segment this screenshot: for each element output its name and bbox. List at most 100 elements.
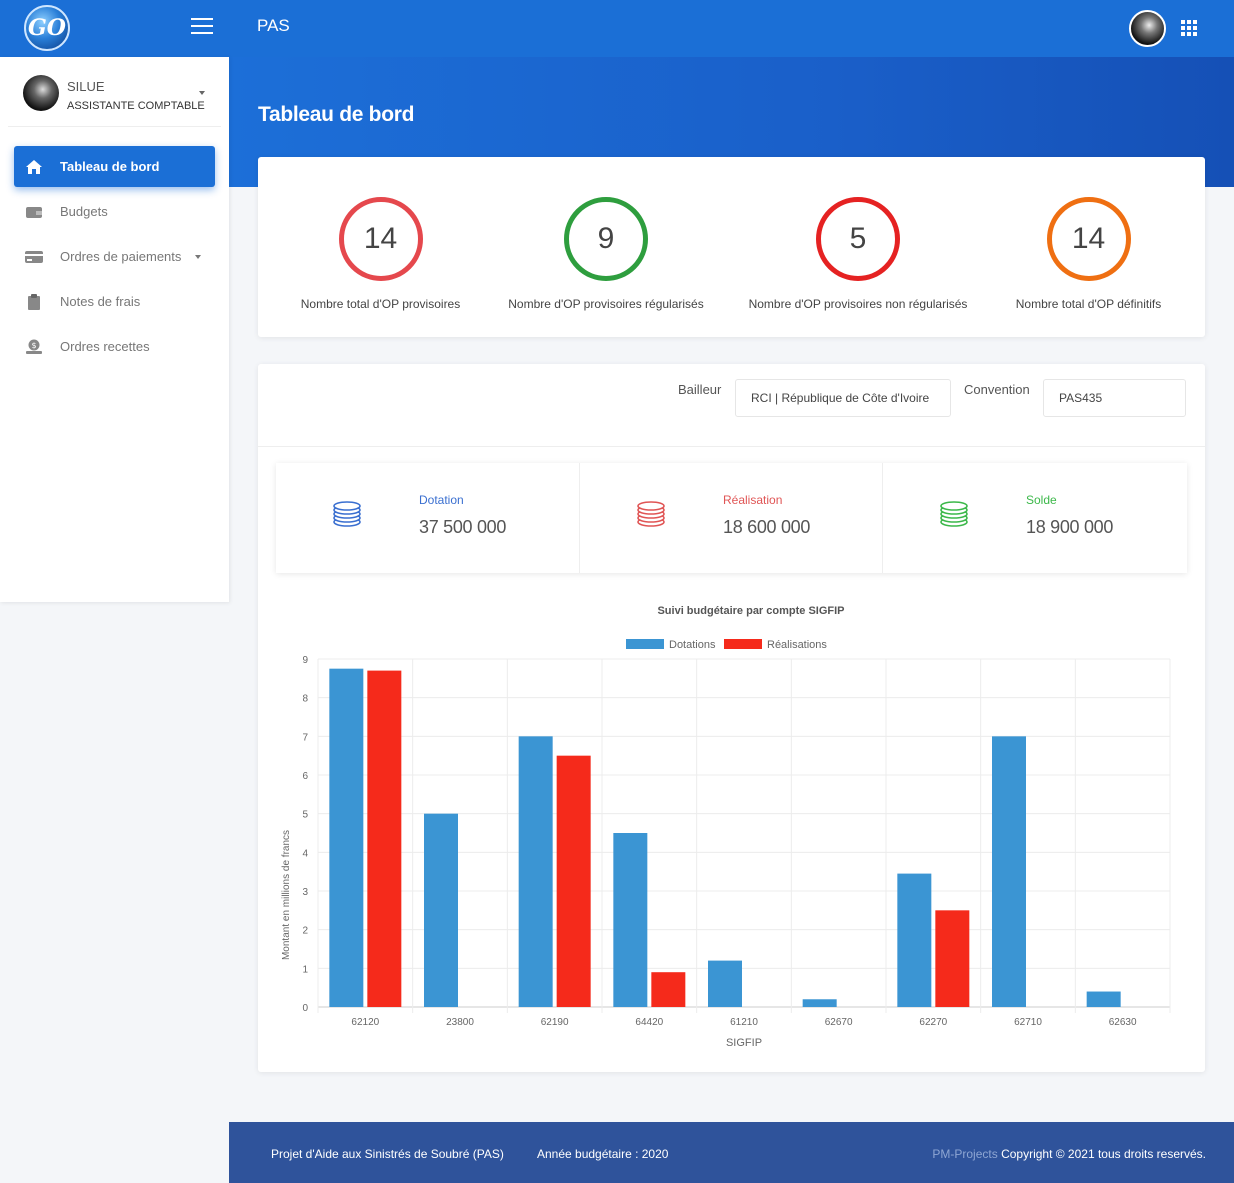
summary-dotation: Dotation 37 500 000 xyxy=(276,463,579,573)
bar-dotations-62120 xyxy=(329,668,364,1007)
legend-label: Réalisations xyxy=(767,639,827,651)
coins-icon xyxy=(940,501,968,527)
stat-ring: 14 xyxy=(338,197,423,281)
chevron-down-icon[interactable] xyxy=(199,91,205,95)
y-tick-label: 0 xyxy=(302,1003,308,1014)
wallet-icon xyxy=(25,204,43,220)
sidebar-item-label: Notes de frais xyxy=(60,294,141,309)
app-logo[interactable]: GO xyxy=(24,5,70,51)
bar-réalisations-64420 xyxy=(651,972,686,1007)
coins-icon xyxy=(637,501,665,527)
legend-swatch xyxy=(724,639,762,649)
footer-brand-link[interactable]: PM-Projects xyxy=(932,1147,998,1161)
x-tick-label: 62710 xyxy=(1014,1017,1042,1028)
stat-op-provisoires: 14 Nombre total d'OP provisoires xyxy=(298,197,463,311)
bar-chart: Suivi budgétaire par compte SIGFIP Dotati… xyxy=(281,605,1171,1049)
stat-label: Nombre total d'OP provisoires xyxy=(300,297,461,311)
footer-copyright: Copyright © 2021 tous droits reservés. xyxy=(1001,1147,1206,1161)
page-title: Tableau de bord xyxy=(258,103,415,126)
summary-realisation: Réalisation 18 600 000 xyxy=(579,463,882,573)
footer-copyright-block: PM-Projects Copyright © 2021 tous droits… xyxy=(932,1147,1206,1161)
footer-project: Projet d'Aide aux Sinistrés de Soubré (P… xyxy=(271,1147,504,1161)
summary-label: Réalisation xyxy=(723,493,783,507)
bar-réalisations-62190 xyxy=(556,755,591,1007)
clipboard-icon xyxy=(25,293,43,310)
bar-réalisations-62120 xyxy=(367,670,402,1007)
summary-solde: Solde 18 900 000 xyxy=(882,463,1185,573)
bar-dotations-62670 xyxy=(802,999,837,1007)
budget-card: Bailleur RCI | République de Côte d'Ivoi… xyxy=(258,364,1205,1072)
user-avatar-icon[interactable] xyxy=(1129,10,1166,47)
sidebar-item-ordres-de-paiements[interactable]: Ordres de paiements xyxy=(14,236,215,277)
y-tick-label: 3 xyxy=(302,887,308,898)
sidebar-item-notes-de-frais[interactable]: Notes de frais xyxy=(14,281,215,322)
y-tick-label: 9 xyxy=(302,655,308,666)
x-axis-label: SIGFIP xyxy=(726,1037,762,1049)
menu-toggle-icon[interactable] xyxy=(191,18,213,36)
stat-label: Nombre total d'OP définitifs xyxy=(1015,297,1162,311)
bar-dotations-23800 xyxy=(424,813,458,1007)
sidebar-item-tableau-de-bord[interactable]: Tableau de bord xyxy=(14,146,215,187)
y-tick-label: 8 xyxy=(302,694,308,705)
sidebar-item-label: Budgets xyxy=(60,204,108,219)
user-panel[interactable]: SILUE ASSISTANTE COMPTABLE xyxy=(8,67,221,127)
divider xyxy=(258,446,1205,447)
stat-label: Nombre d'OP provisoires non régularisés xyxy=(748,297,968,311)
credit-card-icon xyxy=(25,249,43,265)
bar-dotations-61210 xyxy=(708,960,742,1007)
stat-ring: 5 xyxy=(816,197,900,281)
budget-chart: Suivi budgétaire par compte SIGFIP Dotati… xyxy=(258,599,1205,1059)
y-tick-label: 5 xyxy=(302,810,308,821)
sidebar: SILUE ASSISTANTE COMPTABLE Tableau de bo… xyxy=(0,57,229,602)
x-tick-label: 64420 xyxy=(635,1017,663,1028)
summary-value: 18 900 000 xyxy=(1026,517,1114,537)
x-tick-label: 62190 xyxy=(541,1017,569,1028)
stat-op-definitifs: 14 Nombre total d'OP définitifs xyxy=(1006,197,1171,311)
sidebar-item-budgets[interactable]: Budgets xyxy=(14,191,215,232)
stat-ring: 9 xyxy=(564,197,648,281)
footer-year: Année budgétaire : 2020 xyxy=(537,1147,669,1161)
sidebar-item-ordres-recettes[interactable]: $ Ordres recettes xyxy=(14,326,215,367)
summary-label: Dotation xyxy=(419,493,464,507)
chart-title: Suivi budgétaire par compte SIGFIP xyxy=(657,605,844,617)
top-bar: GO PAS xyxy=(0,0,1234,57)
convention-select[interactable]: PAS435 xyxy=(1043,379,1186,417)
stat-ring: 14 xyxy=(1046,197,1131,281)
y-tick-label: 7 xyxy=(302,732,308,743)
legend-swatch xyxy=(626,639,664,649)
user-name: SILUE xyxy=(67,79,105,94)
coins-icon xyxy=(333,501,361,527)
bailleur-select[interactable]: RCI | République de Côte d'Ivoire xyxy=(735,379,951,417)
app-title: PAS xyxy=(257,16,290,35)
x-tick-label: 61210 xyxy=(730,1017,758,1028)
stat-op-regularises: 9 Nombre d'OP provisoires régularisés xyxy=(506,197,706,311)
x-tick-label: 62670 xyxy=(825,1017,853,1028)
stats-card: 14 Nombre total d'OP provisoires 9 Nombr… xyxy=(258,157,1205,337)
bar-dotations-62710 xyxy=(992,736,1026,1007)
x-tick-label: 62120 xyxy=(351,1017,379,1028)
home-icon xyxy=(25,159,43,175)
summary-value: 37 500 000 xyxy=(419,517,507,537)
legend-label: Dotations xyxy=(669,639,716,651)
apps-grid-icon[interactable] xyxy=(1181,20,1197,36)
y-tick-label: 4 xyxy=(302,848,308,859)
svg-text:$: $ xyxy=(31,341,36,350)
user-role: ASSISTANTE COMPTABLE xyxy=(67,100,205,112)
x-tick-label: 23800 xyxy=(446,1017,474,1028)
bar-dotations-62190 xyxy=(518,736,553,1007)
bar-dotations-64420 xyxy=(613,833,648,1007)
bar-réalisations-62270 xyxy=(935,910,970,1007)
bar-dotations-62630 xyxy=(1086,991,1121,1007)
sidebar-item-label: Tableau de bord xyxy=(60,159,160,174)
avatar xyxy=(23,75,59,111)
bailleur-label: Bailleur xyxy=(678,382,722,397)
stat-op-non-regularises: 5 Nombre d'OP provisoires non régularisé… xyxy=(748,197,968,311)
summary-value: 18 600 000 xyxy=(723,517,811,537)
stat-label: Nombre d'OP provisoires régularisés xyxy=(508,297,704,311)
y-axis-label: Montant en millions de francs xyxy=(281,830,292,960)
money-hand-icon: $ xyxy=(25,339,43,355)
summary-label: Solde xyxy=(1026,493,1057,507)
convention-label: Convention xyxy=(964,382,1030,397)
sidebar-item-label: Ordres de paiements xyxy=(60,249,182,264)
footer: Projet d'Aide aux Sinistrés de Soubré (P… xyxy=(229,1122,1234,1183)
